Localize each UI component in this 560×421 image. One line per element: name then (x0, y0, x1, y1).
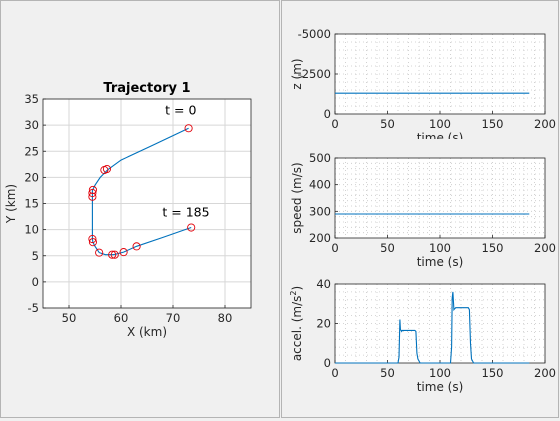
x-tick-label: 50 (380, 241, 395, 255)
time-annotation: t = 0 (165, 103, 196, 118)
speed-plot[interactable]: 0 50 100 150 200 200 300 400 500 time (s) speed (m… (282, 139, 558, 277)
time-annotation: t = 185 (162, 205, 209, 220)
right-panel: 0 50 100 150 200 -5000 -2500 0 time (s) z (m) 0 50… (281, 0, 559, 418)
y-tick-label: 500 (309, 151, 331, 165)
y-tick-label: 5 (32, 249, 39, 263)
y-tick-label: 20 (316, 317, 331, 331)
markers (88, 124, 196, 259)
x-tick-label: 80 (218, 311, 233, 325)
x-tick-label: 50 (380, 366, 395, 380)
x-tick-label: 0 (331, 366, 338, 380)
chart-title: Trajectory 1 (103, 81, 190, 96)
waypoint-marker (88, 238, 97, 247)
waypoint-marker (88, 188, 97, 198)
y-tick-label: 40 (316, 277, 331, 291)
y-tick-label: 25 (24, 144, 39, 158)
x-axis-label: time (s) (417, 255, 464, 269)
x-tick-label: 100 (429, 241, 451, 255)
x-tick-label: 150 (482, 241, 504, 255)
grid (335, 158, 545, 238)
x-tick-label: 100 (429, 117, 451, 131)
grid (335, 284, 545, 363)
y-tick-label: 20 (24, 170, 39, 184)
waypoint-marker (132, 242, 141, 251)
altitude-plot[interactable]: 0 50 100 150 200 -5000 -2500 0 time (s) z (m) (282, 1, 558, 139)
x-tick-label: 200 (534, 241, 556, 255)
x-axis-label: time (s) (417, 380, 464, 394)
x-tick-label: 150 (482, 117, 504, 131)
waypoint-marker (95, 248, 104, 257)
x-tick-label: 0 (331, 241, 338, 255)
x-tick-label: 150 (482, 366, 504, 380)
y-axis-label-exponent: 2 (289, 291, 298, 296)
x-tick-label: 100 (429, 366, 451, 380)
x-axis-label: X (km) (127, 325, 167, 339)
waypoint-marker (108, 250, 117, 259)
waypoint-marker (187, 223, 196, 232)
waypoint-marker (184, 124, 193, 133)
y-tick-label: 0 (324, 107, 331, 121)
trajectory-plot[interactable]: 50 60 70 80 -5 0 5 10 15 20 25 30 35 X (km) Y (km) Traj… (1, 1, 279, 417)
y-axis-label-tail: ) (290, 286, 304, 291)
y-tick-label: -5 (28, 301, 39, 315)
y-tick-label: 300 (309, 204, 331, 218)
y-tick-label: 30 (24, 118, 39, 132)
y-tick-label: 35 (24, 92, 39, 106)
waypoint-marker (110, 250, 119, 259)
waypoint-marker (88, 192, 97, 201)
y-tick-label: 15 (24, 197, 39, 211)
x-tick-label: 0 (331, 117, 338, 131)
y-tick-label: -2500 (298, 67, 331, 81)
x-tick-label: 60 (114, 311, 129, 325)
series-line (335, 291, 530, 364)
x-tick-label: 50 (380, 117, 395, 131)
grid (335, 34, 545, 114)
acceleration-plot[interactable]: 0 50 100 150 200 0 20 40 time (s) accel. (m/s2) (282, 277, 558, 417)
y-tick-label: 200 (309, 231, 331, 245)
left-panel: 50 60 70 80 -5 0 5 10 15 20 25 30 35 X (km) Y (km) Traj… (0, 0, 280, 418)
y-axis-label: speed (m/s) (290, 162, 304, 233)
waypoint-marker (100, 166, 109, 175)
waypoint-marker (119, 248, 128, 257)
x-tick-label: 50 (62, 311, 77, 325)
waypoint-marker (88, 234, 97, 244)
y-tick-label: 0 (32, 275, 39, 289)
x-axis-label: time (s) (417, 131, 464, 139)
y-axis-label: Y (km) (4, 184, 18, 224)
y-tick-label: 0 (324, 356, 331, 370)
y-tick-label: 400 (309, 178, 331, 192)
y-axis-label: z (m) (290, 58, 304, 89)
series-line (91, 127, 192, 256)
grid (43, 98, 251, 309)
x-tick-label: 200 (534, 366, 556, 380)
y-axis-label: accel. (m/s2) (289, 286, 304, 361)
x-tick-label: 200 (534, 117, 556, 131)
y-tick-label: -5000 (298, 27, 331, 41)
y-tick-label: 10 (24, 223, 39, 237)
x-tick-label: 70 (166, 311, 181, 325)
